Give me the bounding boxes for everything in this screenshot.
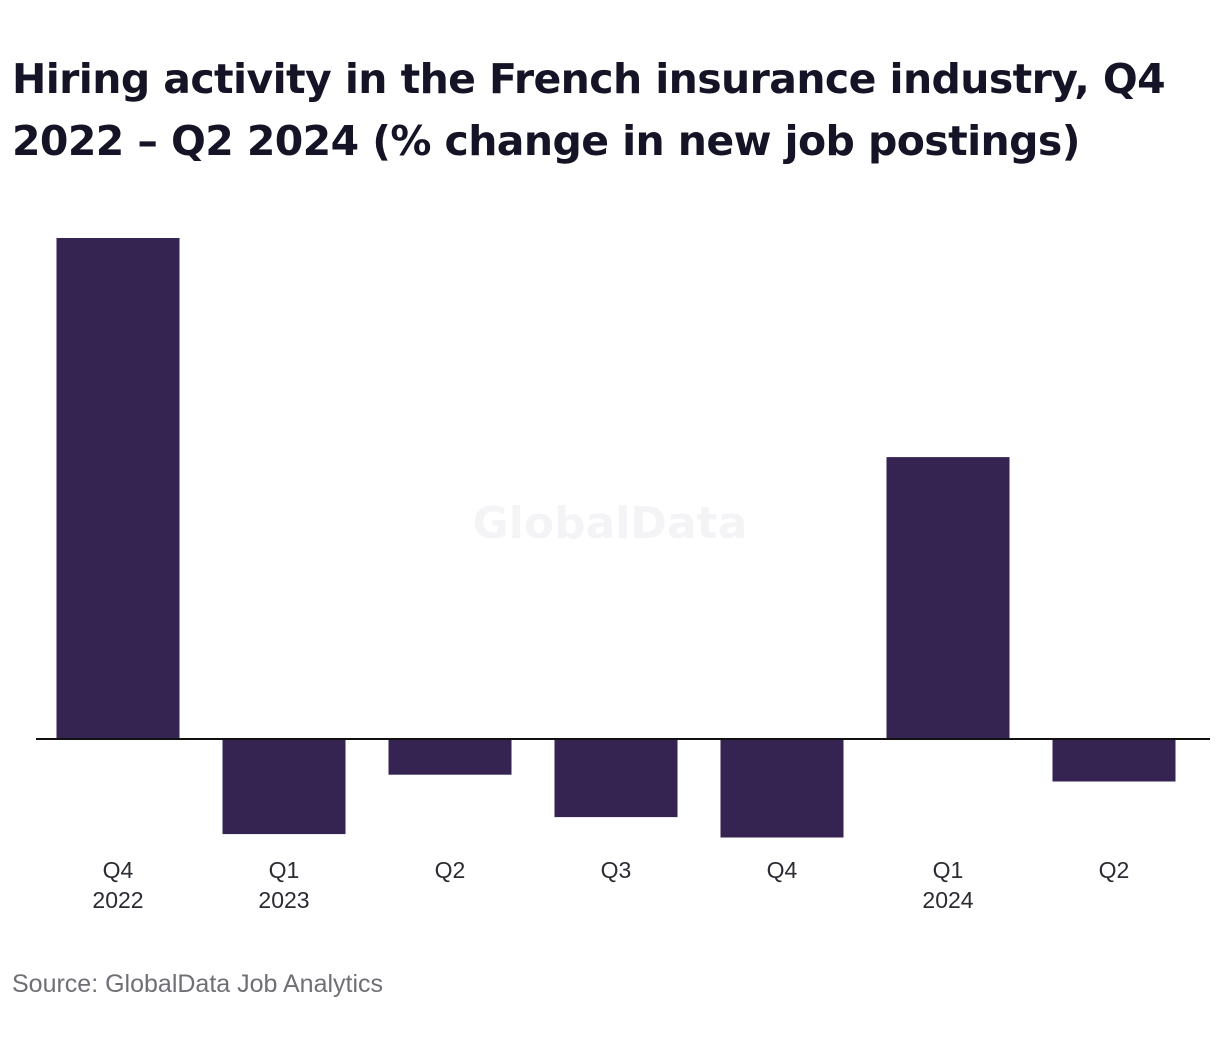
x-tick-label-5: Q1 2024 — [922, 857, 973, 913]
watermark-text: GlobalData — [473, 498, 748, 549]
x-tick-quarter: Q2 — [435, 857, 466, 883]
x-tick-label-0: Q4 2022 — [92, 857, 143, 913]
x-tick-quarter: Q1 — [269, 857, 300, 883]
x-tick-label-6: Q2 — [1099, 857, 1130, 883]
bar-5 — [886, 457, 1010, 739]
x-tick-label-3: Q3 — [601, 857, 632, 883]
x-tick-label-4: Q4 — [767, 857, 798, 883]
bar-1 — [222, 739, 346, 835]
bar-2 — [388, 739, 512, 775]
x-tick-quarter: Q4 — [103, 857, 134, 883]
bar-0 — [56, 238, 180, 739]
x-tick-quarter: Q3 — [601, 857, 632, 883]
x-tick-quarter: Q4 — [767, 857, 798, 883]
x-tick-year: 2023 — [258, 887, 309, 913]
bar-4 — [720, 739, 844, 838]
x-axis-labels: Q4 2022 Q1 2023 Q2 Q3 Q4 Q1 2024 Q2 — [92, 857, 1129, 913]
bar-6 — [1052, 739, 1176, 782]
bar-3 — [554, 739, 678, 818]
chart-title: Hiring activity in the French insurance … — [12, 55, 1166, 165]
x-tick-label-1: Q1 2023 — [258, 857, 309, 913]
x-tick-label-2: Q2 — [435, 857, 466, 883]
bars-group — [56, 238, 1176, 838]
source-note: Source: GlobalData Job Analytics — [12, 970, 384, 998]
x-tick-year: 2024 — [922, 887, 973, 913]
x-tick-quarter: Q1 — [933, 857, 964, 883]
x-tick-year: 2022 — [92, 887, 143, 913]
x-tick-quarter: Q2 — [1099, 857, 1130, 883]
